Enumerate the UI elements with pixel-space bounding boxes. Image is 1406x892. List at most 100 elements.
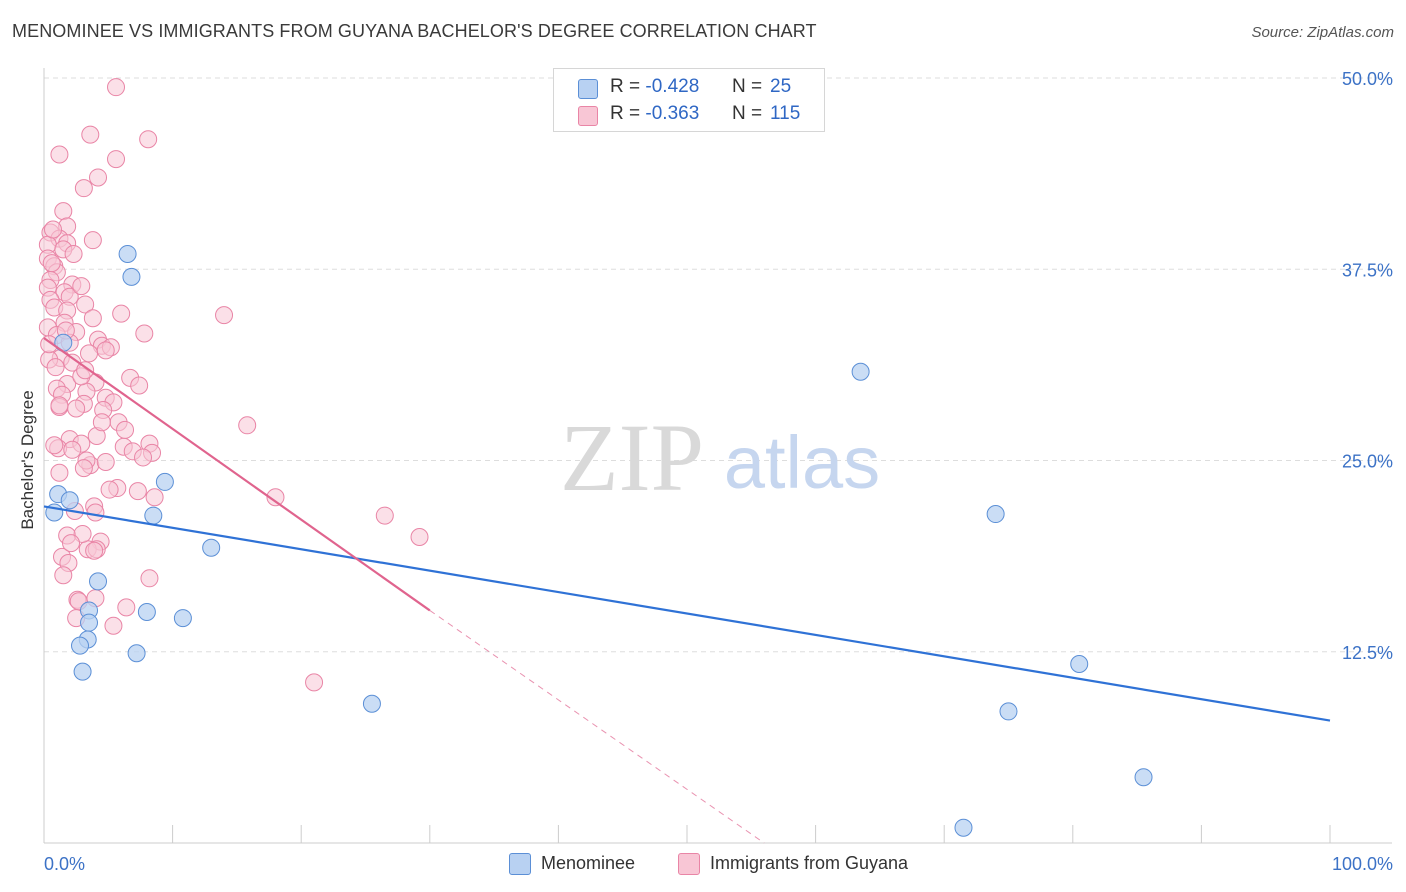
legend-swatch-guyana	[578, 106, 598, 126]
menominee-point	[127, 644, 146, 663]
guyana-point	[96, 341, 115, 360]
menominee-point	[1134, 768, 1153, 787]
guyana-point	[80, 344, 99, 363]
bottom-legend-label-guyana: Immigrants from Guyana	[710, 853, 909, 873]
guyana-point	[54, 202, 73, 221]
guyana-point	[83, 231, 102, 250]
guyana-point	[266, 488, 285, 507]
guyana-point	[50, 396, 69, 415]
guyana-point	[85, 541, 104, 560]
menominee-point	[60, 491, 79, 510]
guyana-point	[89, 168, 108, 187]
legend-r-value: -0.428	[645, 76, 700, 97]
guyana-point	[215, 306, 234, 325]
guyana-point	[74, 459, 93, 478]
guyana-point	[83, 309, 102, 328]
menominee-point	[362, 694, 381, 713]
y-tick-label: 50.0%	[1342, 69, 1393, 89]
guyana-point	[46, 358, 65, 377]
guyana-point	[62, 534, 81, 553]
guyana-point	[140, 569, 159, 588]
guyana-point	[72, 277, 91, 296]
guyana-point	[67, 399, 86, 418]
guyana-point	[112, 304, 131, 323]
guyana-point	[96, 453, 115, 472]
x-tick-label-min: 0.0%	[44, 854, 85, 874]
menominee-point	[999, 702, 1018, 721]
guyana-point	[135, 324, 154, 343]
legend-n-value: 115	[770, 103, 801, 124]
guyana-point	[104, 616, 123, 635]
guyana-point	[410, 528, 429, 546]
x-tick-label-max: 100.0%	[1332, 854, 1393, 874]
menominee-point	[1070, 654, 1089, 673]
guyana-point	[64, 244, 83, 263]
menominee-point	[155, 472, 174, 491]
guyana-point	[305, 673, 324, 692]
menominee-trend-line	[43, 505, 1331, 722]
guyana-point	[76, 295, 95, 314]
guyana-point	[54, 566, 73, 585]
guyana-point	[45, 436, 64, 455]
guyana-point	[42, 254, 61, 273]
legend-swatch-menominee	[578, 79, 598, 99]
guyana-point	[107, 150, 126, 169]
guyana-point	[63, 440, 82, 459]
watermark: ZIP atlas	[560, 404, 880, 511]
guyana-point	[375, 506, 394, 525]
menominee-point	[202, 538, 221, 557]
menominee-point	[954, 818, 973, 837]
y-tick-label: 12.5%	[1342, 643, 1393, 663]
guyana-point	[128, 482, 147, 501]
axes	[43, 68, 1392, 844]
guyana-point	[44, 220, 63, 239]
menominee-point	[118, 244, 137, 263]
guyana-point	[107, 78, 126, 97]
y-tick-label: 37.5%	[1342, 260, 1393, 280]
menominee-point	[71, 636, 90, 655]
guyana-trend-line	[43, 337, 431, 612]
guyana-point	[81, 125, 100, 144]
gridlines	[44, 77, 1392, 653]
guyana-point	[74, 179, 93, 198]
watermark-atlas: atlas	[724, 421, 880, 504]
menominee-point	[137, 602, 156, 621]
watermark-zip: ZIP	[560, 404, 704, 511]
legend-n-label: N =	[732, 103, 763, 124]
menominee-point	[173, 609, 192, 628]
source-label: Source: ZipAtlas.com	[1251, 24, 1394, 41]
y-axis-label: Bachelor's Degree	[18, 390, 37, 530]
menominee-point	[73, 662, 92, 681]
chart-title: MENOMINEE VS IMMIGRANTS FROM GUYANA BACH…	[12, 21, 817, 41]
menominee-point	[89, 572, 108, 591]
legend-r-label: R =	[610, 76, 641, 97]
legend-n-label: N =	[732, 76, 763, 97]
bottom-legend-swatch-menominee	[509, 853, 531, 875]
menominee-point	[986, 505, 1005, 524]
guyana-point	[50, 145, 69, 164]
trend-lines	[43, 337, 1331, 844]
guyana-point	[92, 413, 111, 432]
legend-r-label: R =	[610, 103, 641, 124]
guyana-point	[145, 488, 164, 507]
guyana-point	[238, 416, 257, 435]
bottom-legend-label-menominee: Menominee	[541, 853, 636, 873]
guyana-point	[76, 361, 95, 380]
menominee-point	[851, 362, 870, 381]
guyana-point	[139, 130, 158, 149]
menominee-point	[80, 613, 99, 632]
guyana-point	[86, 503, 105, 522]
guyana-trend-extension	[429, 610, 765, 844]
y-tick-label: 25.0%	[1342, 452, 1393, 472]
menominee-point	[122, 267, 141, 286]
menominee-point	[144, 506, 163, 525]
guyana-point	[50, 463, 69, 482]
legend-r-value: -0.363	[645, 103, 700, 124]
guyana-point	[134, 448, 153, 467]
guyana-point	[117, 598, 136, 617]
guyana-point	[100, 480, 119, 499]
tick-labels: 12.5% 25.0% 37.5% 50.0% 0.0% 100.0%	[44, 69, 1393, 874]
guyana-point	[130, 376, 149, 395]
legend-n-value: 25	[770, 76, 792, 97]
